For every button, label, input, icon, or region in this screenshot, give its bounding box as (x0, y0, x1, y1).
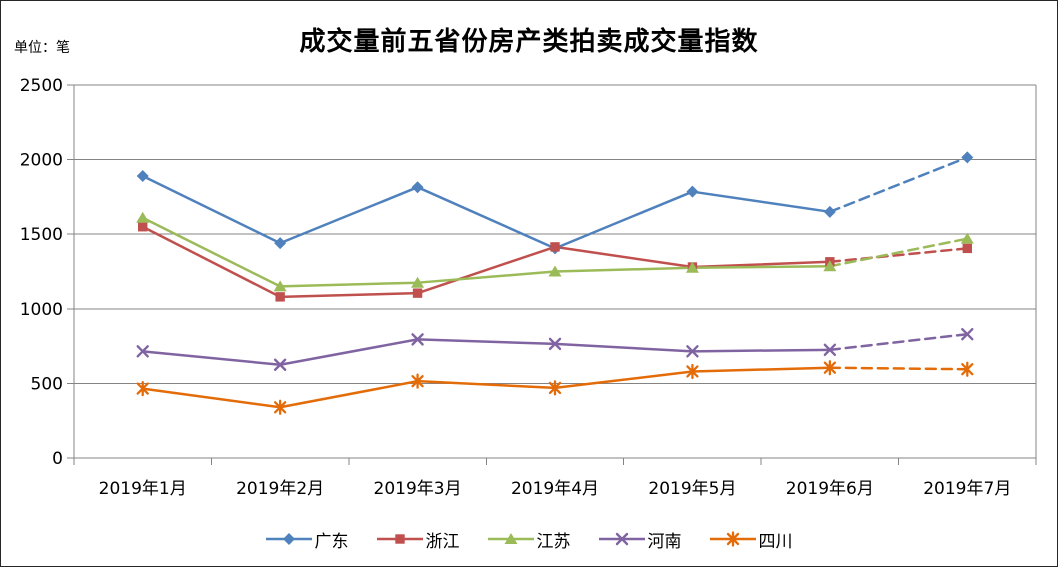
series-marker-河南 (411, 333, 424, 346)
series-marker-河南 (273, 358, 287, 371)
legend-label: 四川 (758, 531, 793, 552)
series-dashed-segment-河南 (828, 332, 969, 352)
series-line-浙江 (141, 225, 832, 299)
legend-key-square-icon (376, 534, 423, 544)
series-marker-广东 (686, 185, 699, 198)
series-marker-广东 (411, 181, 424, 194)
x-axis-label: 2019年3月 (374, 479, 462, 499)
series-marker-四川 (961, 361, 974, 377)
x-axis-label: 2019年1月 (99, 479, 187, 499)
x-axis-label: 2019年6月 (786, 479, 874, 499)
series-marker-四川 (411, 373, 424, 389)
series-dashed-segment-浙江 (828, 247, 969, 264)
y-axis-label: 0 (52, 449, 63, 469)
legend-key-x-icon (598, 532, 645, 546)
y-axis-label: 500 (31, 374, 63, 394)
series-line-四川 (141, 366, 832, 409)
series-marker-浙江 (550, 242, 560, 252)
series-line-江苏 (141, 216, 832, 288)
series-marker-河南 (136, 345, 149, 358)
series-marker-浙江 (962, 243, 972, 254)
x-axis-label: 2019年4月 (511, 479, 599, 499)
unit-label: 单位：笔 (14, 40, 70, 56)
series-marker-江苏 (685, 261, 699, 273)
legend-marker-icon (504, 533, 517, 544)
series-dashed-segment-江苏 (828, 237, 969, 268)
series-marker-河南 (548, 337, 562, 351)
series-dashed-segment-四川 (828, 366, 969, 371)
series-marker-广东 (823, 205, 836, 218)
legend-marker-icon (394, 534, 405, 544)
series-line-河南 (141, 338, 832, 366)
series-marker-四川 (548, 380, 562, 396)
series-dashed-segment-广东 (828, 156, 969, 214)
legend-item-四川: 四川 (709, 527, 793, 552)
series-marker-广东 (961, 151, 974, 164)
series-marker-浙江 (412, 288, 423, 298)
series-marker-四川 (686, 363, 699, 380)
legend-marker-icon (282, 533, 295, 545)
x-axis-label: 2019年7月 (923, 479, 1011, 499)
y-axis-label: 1000 (20, 300, 63, 320)
legend-label: 河南 (647, 531, 682, 552)
series-marker-四川 (136, 380, 149, 397)
series-marker-江苏 (411, 276, 425, 288)
series-marker-江苏 (823, 260, 837, 272)
chart-plot-area: 0 500 1000 1500 2000 2500 2019年1月 2019年2月 2019年3… (20, 76, 1037, 499)
legend-marker-icon (726, 531, 739, 547)
series-marker-江苏 (548, 265, 562, 277)
series-marker-河南 (961, 327, 974, 341)
series-marker-广东 (274, 237, 287, 250)
series-marker-浙江 (275, 292, 285, 302)
legend-label: 江苏 (536, 531, 571, 552)
legend-item-河南: 河南 (598, 527, 682, 552)
legend-marker-icon (615, 532, 628, 546)
legend-key-asterisk-icon (709, 531, 756, 547)
legend-item-江苏: 江苏 (487, 527, 571, 552)
chart-title: 成交量前五省份房产类拍卖成交量指数 (299, 27, 759, 57)
x-axis-label: 2019年5月 (648, 479, 736, 499)
series-marker-河南 (823, 343, 837, 357)
series-marker-河南 (686, 345, 699, 358)
legend-key-diamond-icon (265, 533, 312, 545)
legend-label: 浙江 (425, 531, 460, 552)
series-marker-四川 (823, 360, 837, 376)
series-marker-四川 (273, 399, 287, 415)
series-marker-江苏 (273, 280, 287, 292)
legend-item-浙江: 浙江 (376, 527, 460, 552)
series-line-广东 (141, 174, 832, 250)
series-marker-浙江 (138, 222, 148, 232)
legend-key-triangle-icon (487, 533, 534, 544)
x-axis-label: 2019年2月 (236, 479, 324, 499)
legend-item-广东: 广东 (265, 527, 349, 552)
series-marker-江苏 (136, 211, 150, 223)
series-marker-江苏 (960, 232, 974, 244)
y-axis-label: 1500 (20, 225, 63, 245)
y-axis-label: 2500 (20, 76, 63, 96)
legend-label: 广东 (314, 531, 349, 552)
y-axis-label: 2000 (20, 151, 63, 171)
series-marker-广东 (136, 170, 149, 183)
chart-legend: 广东 浙江 江苏 河南 四川 (1, 524, 1057, 554)
